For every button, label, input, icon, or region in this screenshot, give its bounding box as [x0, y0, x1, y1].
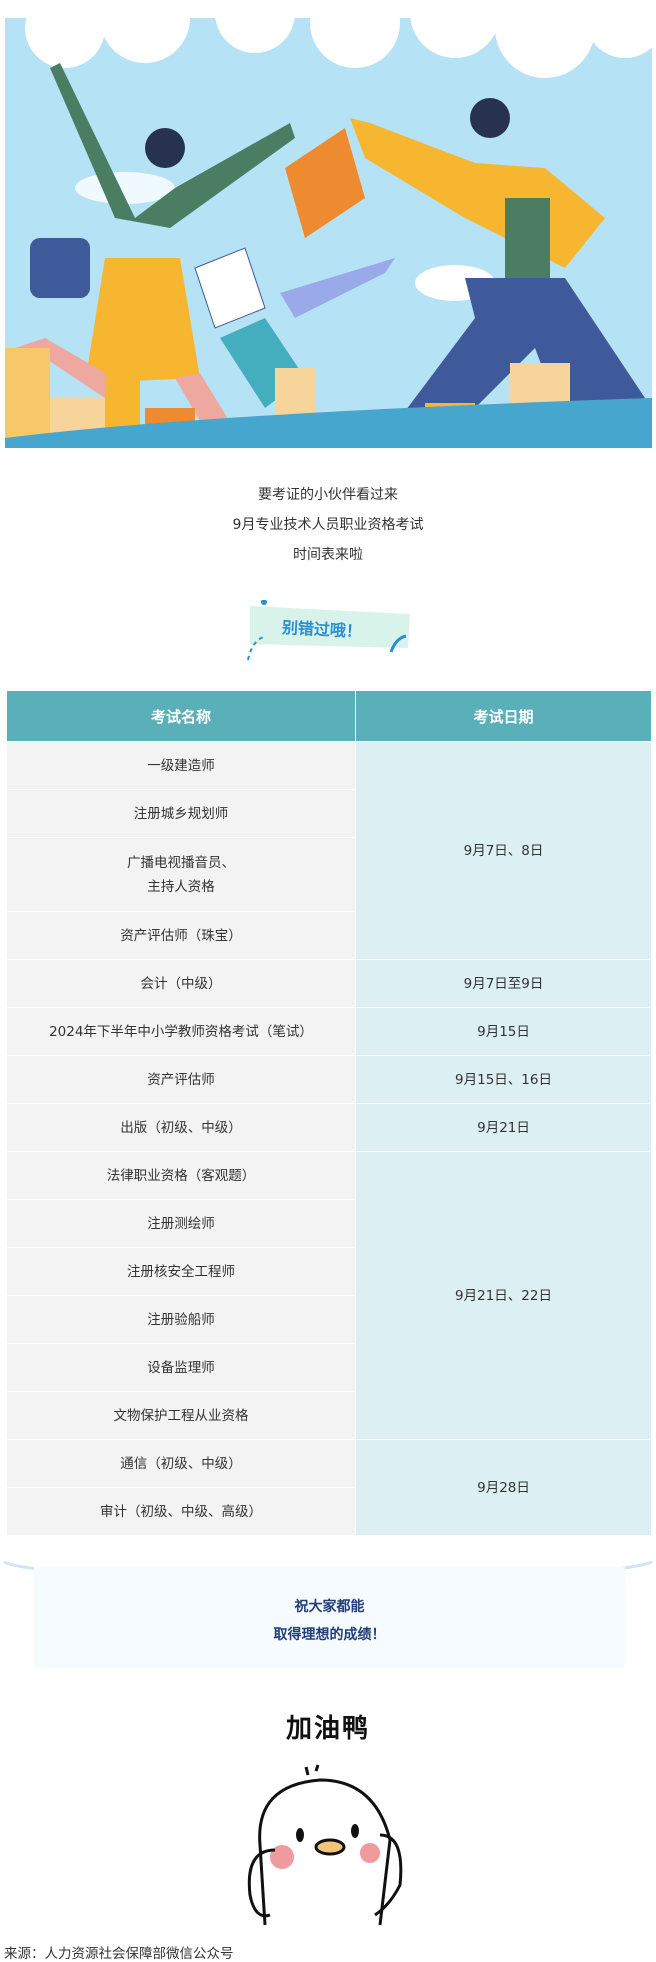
dont-miss-badge: 别错过哦！ — [246, 599, 414, 662]
header-exam-date: 考试日期 — [355, 690, 652, 742]
exam-name: 2024年下半年中小学教师资格考试（笔试） — [6, 1007, 356, 1056]
table-row: 注册验船师 — [6, 1295, 652, 1344]
table-row: 法律职业资格（客观题） 9月21日、22日 — [6, 1151, 652, 1440]
cheer-title: 加油鸭 — [285, 1714, 370, 1744]
girl-figure — [15, 63, 295, 448]
banner-illustration — [5, 18, 652, 448]
exam-date: 9月15日、16日 — [355, 1055, 652, 1104]
exam-date: 9月28日 — [355, 1439, 652, 1536]
table-row: 一级建造师 9月7日、8日 — [6, 741, 652, 960]
exam-name: 注册城乡规划师 — [6, 789, 356, 838]
intro-line: 要考证的小伙伴看过来 — [258, 487, 398, 503]
table-row: 资产评估师（珠宝） — [6, 911, 652, 960]
table-row: 注册测绘师 — [6, 1199, 652, 1248]
exam-name: 审计（初级、中级、高级） — [6, 1487, 356, 1536]
table-row: 审计（初级、中级、高级） — [6, 1487, 652, 1536]
table-row: 设备监理师 — [6, 1343, 652, 1392]
exam-name: 法律职业资格（客观题） — [6, 1151, 356, 1200]
duck-sticker — [247, 1764, 403, 1925]
intro-line: 9月专业技术人员职业资格考试 — [232, 517, 424, 533]
table-row: 广播电视播音员、 主持人资格 — [6, 837, 652, 912]
table-row: 注册城乡规划师 — [6, 789, 652, 838]
exam-name: 注册核安全工程师 — [6, 1247, 356, 1296]
wish-line: 祝大家都能 — [294, 1599, 365, 1615]
exam-date: 9月7日、8日 — [355, 741, 652, 960]
table-header: 考试名称 考试日期 — [6, 690, 652, 742]
exam-schedule-table: 考试名称 考试日期 一级建造师 9月7日、8日 注册城乡规划师 广播电视播音员、 … — [6, 690, 652, 1536]
exam-name: 注册测绘师 — [6, 1199, 356, 1248]
table-row: 通信（初级、中级） 9月28日 — [6, 1439, 652, 1536]
exam-date: 9月21日、22日 — [355, 1151, 652, 1440]
exam-date: 9月7日至9日 — [355, 959, 652, 1008]
exam-date: 9月21日 — [355, 1103, 652, 1152]
exam-name: 一级建造师 — [6, 741, 356, 790]
city-skyline — [5, 348, 652, 448]
wish-line: 取得理想的成绩！ — [273, 1627, 386, 1643]
wish-box: 祝大家都能 取得理想的成绩！ — [34, 1567, 625, 1668]
table-row: 文物保护工程从业资格 — [6, 1391, 652, 1440]
exam-name: 资产评估师 — [6, 1055, 356, 1104]
exam-name: 通信（初级、中级） — [6, 1439, 356, 1488]
table-row: 会计（中级） 9月7日至9日 — [6, 959, 652, 1008]
badge-background — [247, 599, 410, 661]
exam-name: 会计（中级） — [6, 959, 356, 1008]
exam-name: 出版（初级、中级） — [6, 1103, 356, 1152]
intro-text: 要考证的小伙伴看过来 9月专业技术人员职业资格考试 时间表来啦 — [0, 480, 656, 570]
badge-text: 别错过哦！ — [281, 617, 363, 642]
exam-name: 注册验船师 — [6, 1295, 356, 1344]
table-row: 2024年下半年中小学教师资格考试（笔试） 9月15日 — [6, 1007, 652, 1056]
exam-name: 资产评估师（珠宝） — [6, 911, 356, 960]
intro-line: 时间表来啦 — [293, 547, 363, 563]
source-note: 来源：人力资源社会保障部微信公众号 — [4, 1946, 234, 1962]
exam-date: 9月15日 — [355, 1007, 652, 1056]
table-row: 出版（初级、中级） 9月21日 — [6, 1103, 652, 1152]
exam-name: 文物保护工程从业资格 — [6, 1391, 356, 1440]
table-row: 注册核安全工程师 — [6, 1247, 652, 1296]
exam-name: 广播电视播音员、 主持人资格 — [6, 837, 356, 912]
exam-name: 设备监理师 — [6, 1343, 356, 1392]
header-exam-name: 考试名称 — [6, 690, 356, 742]
table-row: 资产评估师 9月15日、16日 — [6, 1055, 652, 1104]
